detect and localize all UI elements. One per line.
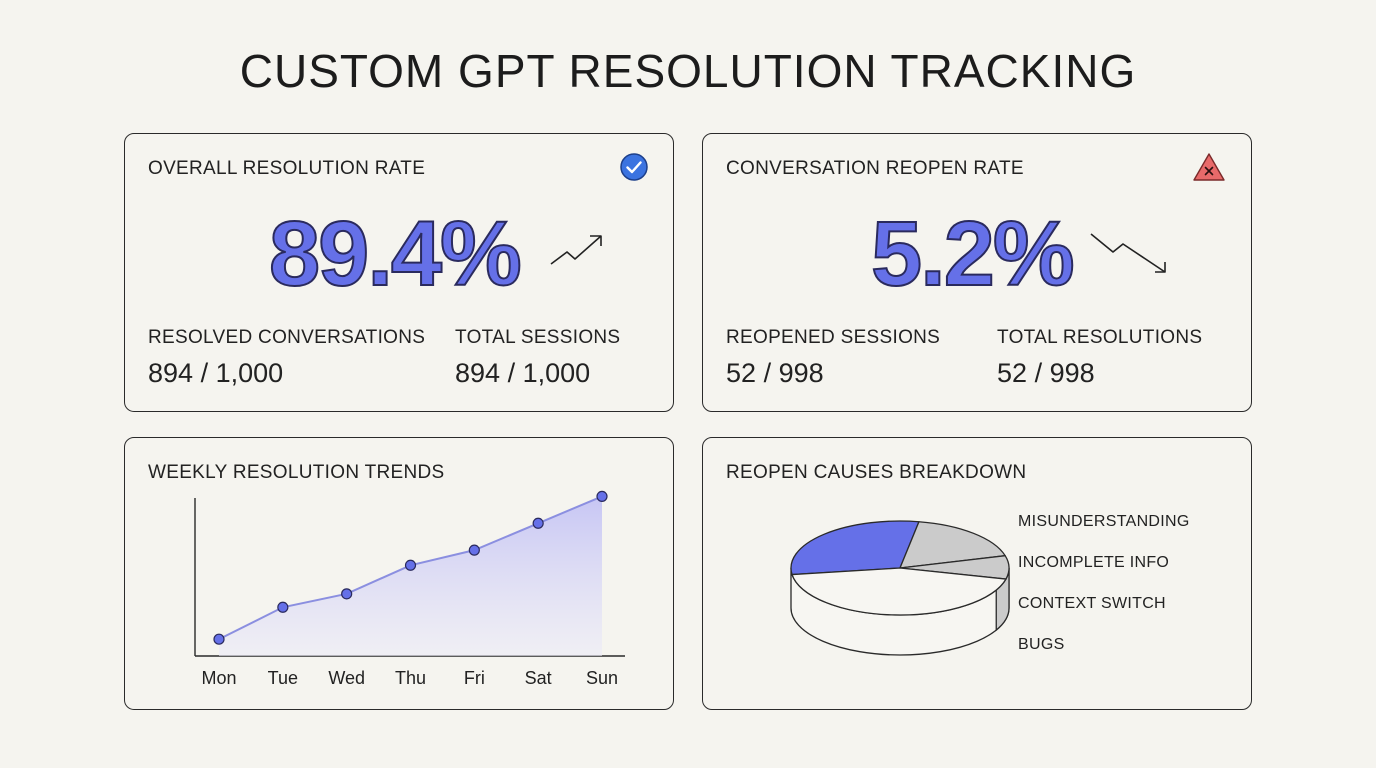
trend-up-icon [550,235,602,265]
x-tick-label: Sat [525,668,552,688]
warning-triangle-icon [1193,153,1225,181]
total-resolutions-label: TOTAL RESOLUTIONS [997,327,1203,348]
weekly-trends-chart: Mon Tue Wed Thu Fri Sat Sun [194,490,625,688]
reopened-sessions-value: 52 / 998 [726,358,824,389]
stat-numerator: 52 [726,358,757,388]
total-sessions-label: TOTAL SESSIONS [455,327,621,348]
trend-point-fri [468,544,480,556]
x-tick-label: Sun [586,668,618,688]
card-title: OVERALL RESOLUTION RATE [148,158,426,179]
trend-area [219,496,602,656]
x-tick-label: Thu [395,668,426,688]
resolved-conversations-label: RESOLVED CONVERSATIONS [148,327,426,348]
resolved-conversations-value: 894 / 1,000 [148,358,283,389]
x-tick-label: Wed [328,668,365,688]
x-tick-label: Tue [268,668,298,688]
card-title: REOPEN CAUSES BREAKDOWN [726,462,1027,483]
trend-point-wed [341,588,353,600]
page-title: CUSTOM GPT RESOLUTION TRACKING [239,45,1137,97]
stat-denominator: / 1,000 [507,358,591,388]
check-circle-icon [620,153,648,181]
x-tick-label: Fri [464,668,485,688]
weekly-trends-card: WEEKLY RESOLUTION TRENDS Mon Tue Wed Thu Fri… [124,437,674,710]
trend-point-thu [404,559,417,571]
stat-numerator: 894 [148,358,194,388]
stat-denominator: / 998 [763,358,824,388]
legend-item-incomplete-info: INCOMPLETE INFO [1018,554,1170,571]
legend-item-bugs: BUGS [1018,636,1065,653]
trend-down-icon [1090,233,1166,273]
reopened-sessions-label: REOPENED SESSIONS [726,327,941,348]
pie-slice-incomplete-info [899,521,1006,569]
trend-point-sat [532,517,544,529]
resolution-rate-card: OVERALL RESOLUTION RATE 89.4% RESOLVED C… [124,133,674,412]
resolution-rate-value: 89.4% [268,202,523,306]
legend-item-misunderstanding: MISUNDERSTANDING [1018,513,1190,530]
card-title: CONVERSATION REOPEN RATE [726,158,1024,179]
total-resolutions-value: 52 / 998 [997,358,1095,389]
legend-item-context-switch: CONTEXT SWITCH [1018,595,1166,612]
reopen-rate-card: CONVERSATION REOPEN RATE 5.2% REOPENED S… [702,133,1252,412]
trend-point-mon [213,633,225,645]
reopen-causes-pie [790,520,1010,656]
pie-slice-misunderstanding [790,520,920,576]
stat-numerator: 894 [455,358,501,388]
trend-point-tue [277,601,289,613]
stat-denominator: / 1,000 [200,358,284,388]
pie-slice-bugs [791,567,1007,616]
reopen-causes-card: REOPEN CAUSES BREAKDOWN MISUNDERSTANDING… [702,437,1252,710]
card-title: WEEKLY RESOLUTION TRENDS [148,462,445,483]
stat-numerator: 52 [997,358,1028,388]
x-tick-label: Mon [201,668,236,688]
trend-point-sun [596,490,608,503]
total-sessions-value: 894 / 1,000 [455,358,590,389]
reopen-rate-value: 5.2% [870,202,1076,306]
stat-denominator: / 998 [1034,358,1095,388]
